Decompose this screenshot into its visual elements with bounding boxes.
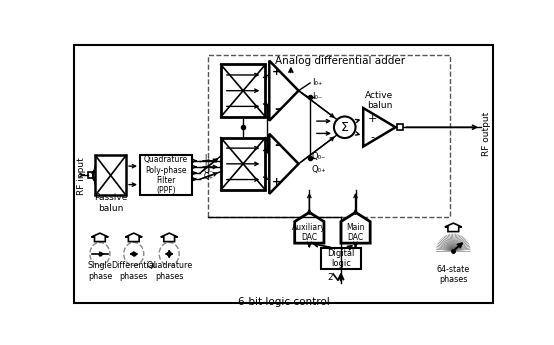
Polygon shape [295,212,324,243]
Polygon shape [341,212,370,243]
Text: Differential
phases: Differential phases [111,261,156,280]
Text: Q₀₊: Q₀₊ [312,166,326,175]
Text: +: + [368,114,377,124]
Text: RF output: RF output [482,112,491,156]
Text: I₋: I₋ [204,160,210,169]
Text: Analog differential adder: Analog differential adder [275,57,406,67]
Polygon shape [91,233,109,242]
Text: I₀₊: I₀₊ [312,78,322,88]
Text: -: - [274,138,280,152]
Bar [221,65,265,117]
Polygon shape [125,233,142,242]
Text: 6-bit logic control: 6-bit logic control [238,297,330,307]
Text: Quadrature
phases: Quadrature phases [146,261,192,280]
Bar [397,124,403,130]
Text: Digital
logic: Digital logic [327,249,355,268]
Text: RF input: RF input [77,157,86,195]
Polygon shape [445,223,462,231]
Bar [95,155,126,195]
Text: Single
phase: Single phase [88,261,112,280]
Text: I₀₋: I₀₋ [312,92,322,101]
Text: Q₋: Q₋ [204,166,214,175]
Text: Passive
balun: Passive balun [94,194,127,213]
Text: +: + [273,177,281,187]
Bar [88,172,93,178]
Text: 2: 2 [327,273,333,282]
Polygon shape [269,134,299,194]
Polygon shape [161,233,178,242]
Polygon shape [269,61,299,121]
Bar [221,138,265,190]
Text: Σ: Σ [341,121,348,134]
Bar [140,155,192,195]
Text: -: - [371,132,375,142]
Text: Q₊: Q₊ [204,172,214,181]
Text: Q₀₋: Q₀₋ [312,152,326,161]
Text: 64-state
phases: 64-state phases [437,265,470,284]
Bar [321,248,361,269]
Polygon shape [363,108,396,147]
Text: Quadrature
Poly-phase
Filter
(PPF): Quadrature Poly-phase Filter (PPF) [144,155,188,196]
Text: Main
DAC: Main DAC [346,223,365,242]
Bar [208,55,450,217]
Text: +: + [273,67,281,77]
Text: -: - [274,102,280,116]
Text: I₊: I₊ [204,154,210,163]
Text: Active
balun: Active balun [365,91,393,110]
Text: Auxiliary
DAC: Auxiliary DAC [293,223,326,242]
